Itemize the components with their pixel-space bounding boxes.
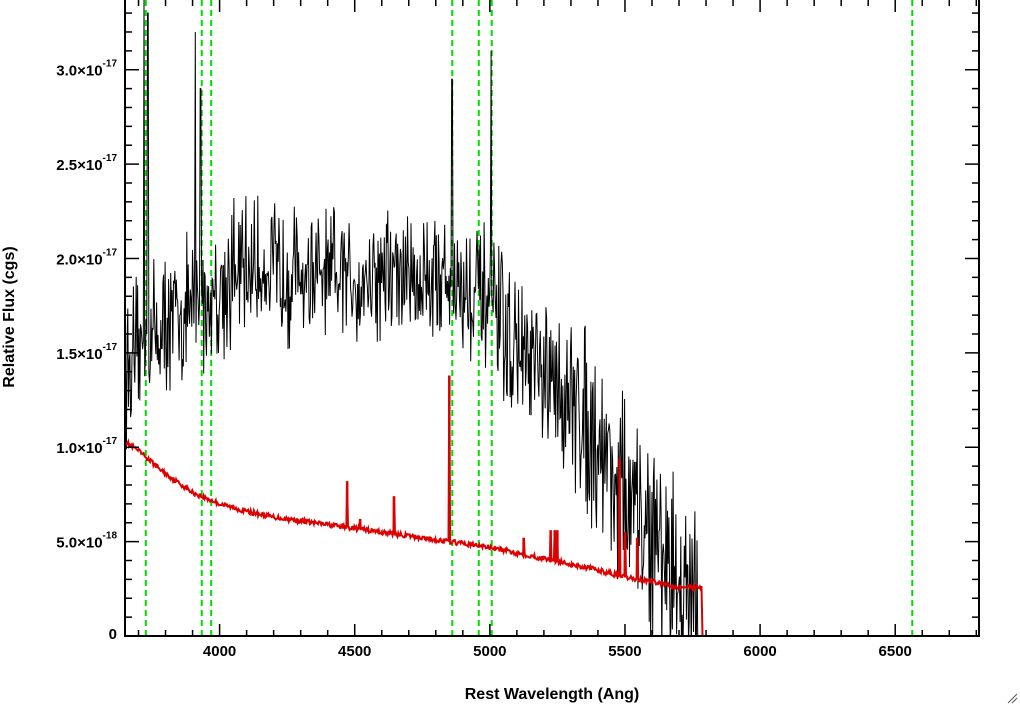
y-tick-mantissa: 1.5×10 <box>56 346 102 363</box>
y-tick-labels: 05.0×10-181.0×10-171.5×10-172.0×10-172.5… <box>56 59 117 643</box>
plot-frame <box>124 0 980 637</box>
y-tick-label: 1.0×10-17 <box>56 436 117 457</box>
x-tick-label: 6500 <box>879 643 912 660</box>
y-tick-exponent: -17 <box>103 247 118 258</box>
x-tick-label: 4000 <box>203 643 236 660</box>
y-tick-mantissa: 3.0×10 <box>56 63 102 80</box>
y-tick-label: 2.0×10-17 <box>56 247 117 268</box>
reference-lines <box>144 0 914 636</box>
y-tick-exponent: -18 <box>103 531 118 542</box>
y-axis-title: Relative Flux (cgs) <box>1 246 18 387</box>
plot-area: 4000 4500 5000 5500 6000 6500 0 5.0×10-18 1.0×1… <box>56 0 980 660</box>
resize-grip-icon[interactable] <box>1006 692 1018 704</box>
x-axis-title: Rest Wavelength (Ang) <box>465 686 640 703</box>
x-tick-labels: 4000 4500 5000 5500 6000 6500 <box>203 643 912 660</box>
y-tick-mantissa: 2.0×10 <box>56 251 102 268</box>
y-tick-exponent: -17 <box>103 436 118 447</box>
model-spectrum-line <box>125 375 979 636</box>
x-tick-label: 5000 <box>473 643 506 660</box>
x-tick-label: 5500 <box>608 643 641 660</box>
series-layer <box>125 0 979 636</box>
y-tick-label: 5.0×10-18 <box>56 531 117 552</box>
y-tick-exponent: -17 <box>103 59 118 70</box>
y-tick-exponent: -17 <box>103 342 118 353</box>
axis-ticks <box>125 0 979 637</box>
observed-spectrum-line <box>125 0 699 636</box>
y-tick-mantissa: 5.0×10 <box>56 535 102 552</box>
y-tick-mantissa: 2.5×10 <box>56 157 102 174</box>
x-tick-label: 4500 <box>338 643 371 660</box>
y-tick-mantissa: 0 <box>109 626 117 643</box>
y-tick-label: 3.0×10-17 <box>56 59 117 80</box>
y-tick-exponent: -17 <box>103 153 118 164</box>
y-tick-label: 1.5×10-17 <box>56 342 117 363</box>
y-tick-label: 0 <box>109 626 117 643</box>
x-tick-label: 6000 <box>743 643 776 660</box>
y-tick-label: 2.5×10-17 <box>56 153 117 174</box>
y-tick-mantissa: 1.0×10 <box>56 440 102 457</box>
